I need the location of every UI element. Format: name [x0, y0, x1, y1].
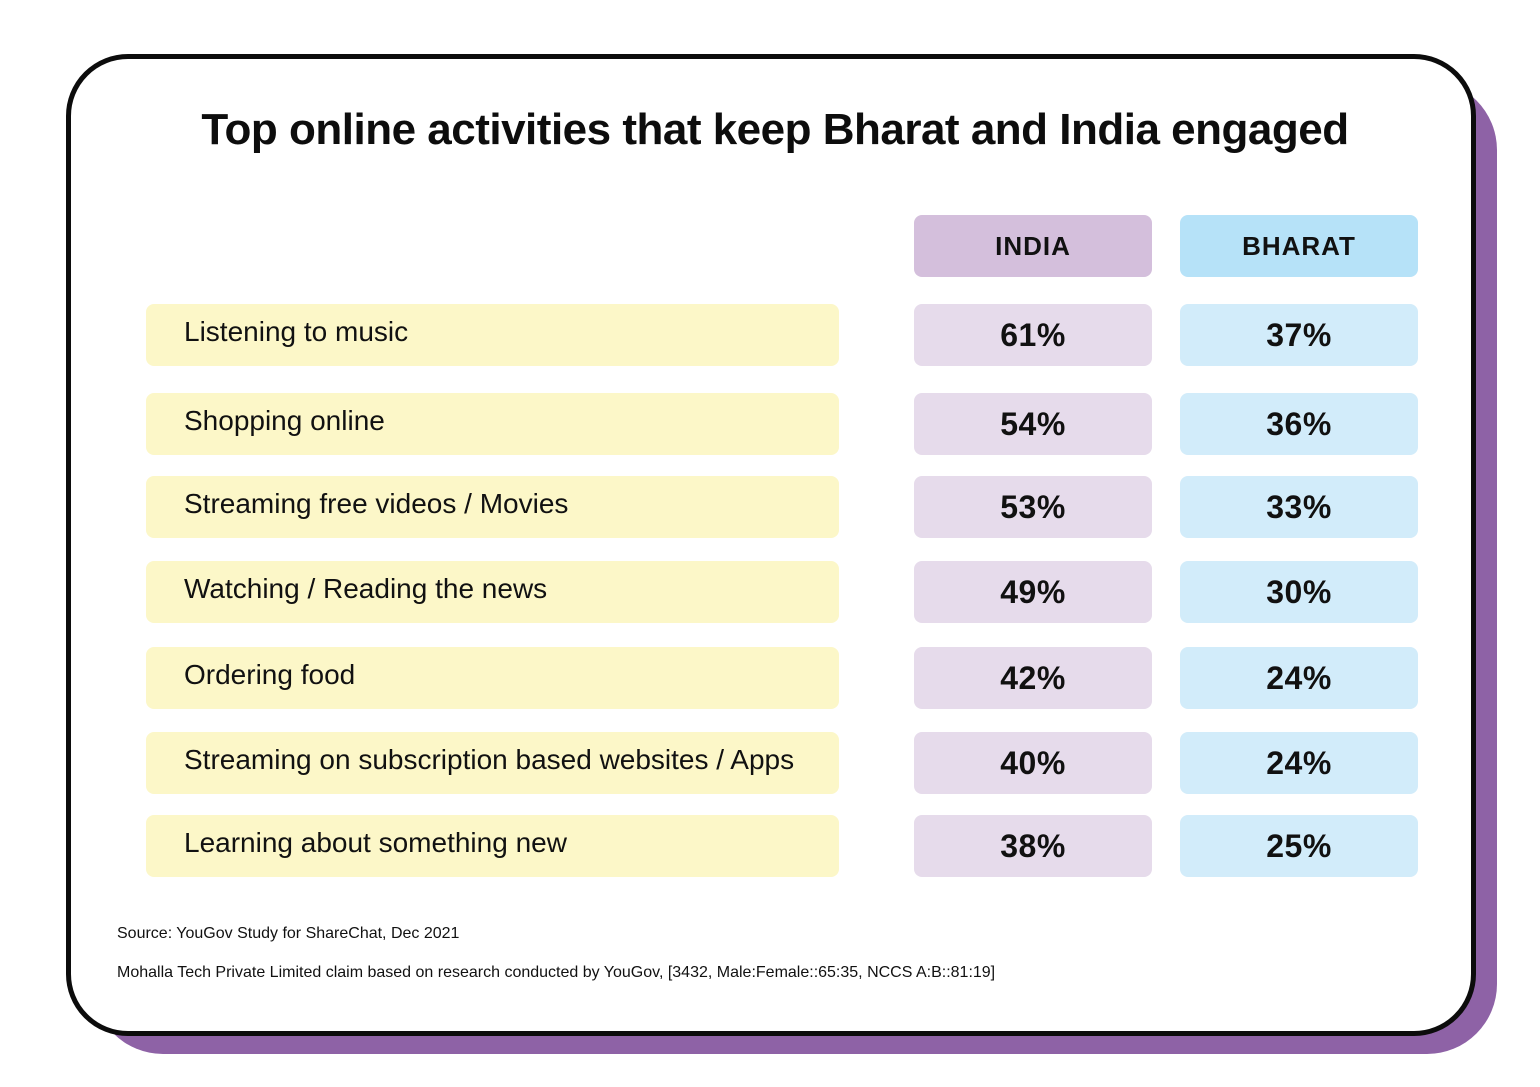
- column-header-bharat: BHARAT: [1180, 215, 1418, 277]
- table-row: Shopping online 54% 36%: [71, 393, 1471, 455]
- india-value: 54%: [914, 393, 1152, 455]
- bharat-value: 25%: [1180, 815, 1418, 877]
- activity-label: Streaming on subscription based websites…: [146, 732, 839, 794]
- india-value: 49%: [914, 561, 1152, 623]
- activity-label: Listening to music: [146, 304, 839, 366]
- chart-title: Top online activities that keep Bharat a…: [201, 105, 1349, 154]
- bharat-value: 24%: [1180, 647, 1418, 709]
- table-row: Ordering food 42% 24%: [71, 647, 1471, 709]
- table-row: Listening to music 61% 37%: [71, 304, 1471, 366]
- table-row: Learning about something new 38% 25%: [71, 815, 1471, 877]
- india-value: 61%: [914, 304, 1152, 366]
- table-row: Watching / Reading the news 49% 30%: [71, 561, 1471, 623]
- activity-label: Streaming free videos / Movies: [146, 476, 839, 538]
- activity-label: Watching / Reading the news: [146, 561, 839, 623]
- table-row: Streaming on subscription based websites…: [71, 732, 1471, 794]
- bharat-value: 37%: [1180, 304, 1418, 366]
- bharat-value: 24%: [1180, 732, 1418, 794]
- bharat-value: 36%: [1180, 393, 1418, 455]
- activity-label: Ordering food: [146, 647, 839, 709]
- column-header-india: INDIA: [914, 215, 1152, 277]
- research-note: Mohalla Tech Private Limited claim based…: [117, 964, 996, 981]
- india-value: 42%: [914, 647, 1152, 709]
- india-value: 53%: [914, 476, 1152, 538]
- source-note: Source: YouGov Study for ShareChat, Dec …: [117, 925, 460, 942]
- activity-label: Learning about something new: [146, 815, 839, 877]
- activity-label: Shopping online: [146, 393, 839, 455]
- bharat-value: 30%: [1180, 561, 1418, 623]
- india-value: 38%: [914, 815, 1152, 877]
- table-row: Streaming free videos / Movies 53% 33%: [71, 476, 1471, 538]
- chart-card: Top online activities that keep Bharat a…: [66, 54, 1476, 1036]
- bharat-value: 33%: [1180, 476, 1418, 538]
- india-value: 40%: [914, 732, 1152, 794]
